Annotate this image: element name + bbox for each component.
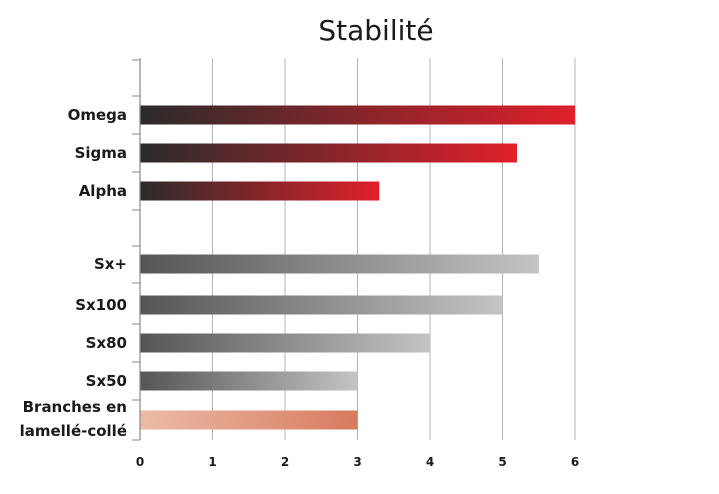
category-label: Sx50 [86,372,127,390]
x-tick-label: 0 [136,455,144,469]
bar-6 [140,371,358,391]
bar-2 [140,181,380,201]
bar-1 [140,143,517,163]
category-label: lamellé-collé [20,422,127,440]
x-tick-label: 5 [498,455,506,469]
x-tick-label: 1 [208,455,216,469]
bars [140,105,575,430]
bar-5 [140,333,430,353]
chart-title: Stabilité [318,14,433,47]
category-label: Sx100 [75,296,127,314]
x-tick-labels: 0 1 2 3 4 5 6 [136,455,579,469]
category-label: Sx+ [94,255,127,273]
category-label: Sigma [75,144,127,162]
bar-7 [140,410,358,430]
bar-0 [140,105,575,125]
category-label: Sx80 [86,334,127,352]
x-tick-label: 2 [281,455,289,469]
bar-4 [140,295,503,315]
x-tick-label: 6 [571,455,579,469]
bar-3 [140,254,539,274]
category-label: Branches en [23,398,127,416]
x-tick-label: 4 [426,455,434,469]
category-label: Alpha [79,182,127,200]
y-axis [132,58,141,441]
category-label: Omega [68,106,127,124]
x-tick-label: 3 [353,455,361,469]
category-labels: Omega Sigma Alpha Sx+ Sx100 Sx80 Sx50 Branches … [20,106,127,440]
